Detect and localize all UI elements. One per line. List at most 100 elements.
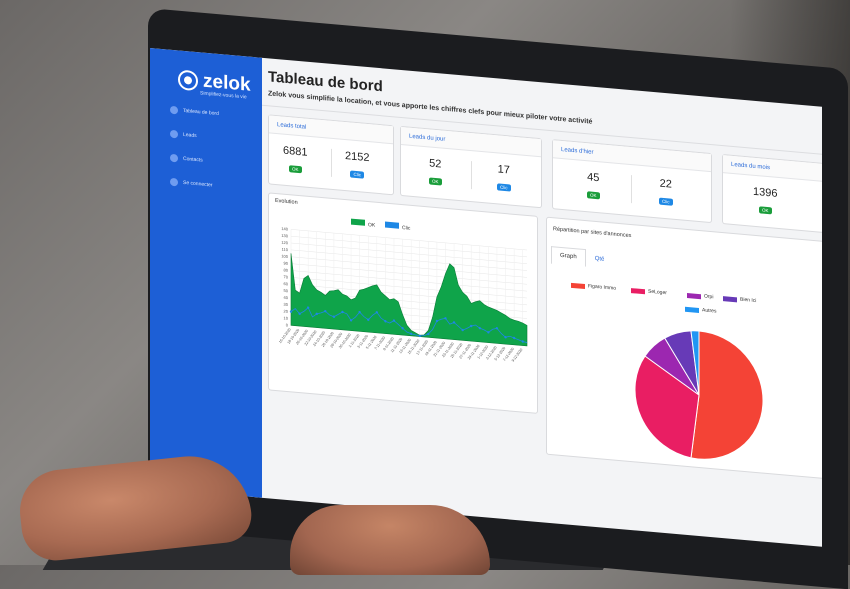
ok-badge: OK <box>758 206 772 215</box>
clic-series-points <box>289 306 524 343</box>
stat-value: 6881 <box>283 144 308 159</box>
stat-ok: 1396 OK <box>753 186 777 218</box>
stat-ok: 52 OK <box>429 157 442 188</box>
y-tick-label: 60 <box>284 281 289 286</box>
clic-point <box>461 328 464 332</box>
contacts-icon <box>170 153 178 163</box>
clic-point <box>427 332 430 336</box>
sidebar: zelok Simplifiez-vous la vie Tableau de … <box>150 48 262 498</box>
y-tick-label: 70 <box>284 274 289 279</box>
grid-line <box>291 242 527 264</box>
clic-point <box>452 321 456 324</box>
stat-card-leads-jour: Leads du jour 52 OK 17 Clic <box>400 125 542 209</box>
clic-point <box>435 319 439 323</box>
sidebar-item-label: Tableau de bord <box>183 107 219 118</box>
y-tick-label: 0 <box>286 322 289 327</box>
stat-clic: 22 Clic <box>659 178 673 209</box>
evolution-card: Evolution OK Clic 0 10 20 30 40 50 60 70 80 90 100… <box>268 192 538 414</box>
legend-ok-label: OK <box>368 222 376 229</box>
sidebar-item-leads[interactable]: Leads <box>170 129 197 140</box>
clic-point <box>306 306 310 309</box>
y-tick-label: 90 <box>284 260 289 265</box>
pie-slice[interactable] <box>690 330 764 464</box>
stat-value: 1396 <box>753 185 778 200</box>
leads-icon <box>170 129 178 139</box>
grid-line <box>291 270 527 292</box>
ok-badge: OK <box>288 165 302 174</box>
clic-point <box>401 327 404 330</box>
logo-icon <box>178 69 198 92</box>
card-title: Leads d'hier <box>553 140 711 173</box>
y-tick-label: 120 <box>281 240 288 246</box>
laptop-screen: zelok Simplifiez-vous la vie Tableau de … <box>150 48 822 547</box>
clic-point <box>418 334 421 338</box>
card-title: Leads total <box>269 115 393 145</box>
sidebar-item-label: Contacts <box>183 155 203 164</box>
sidebar-item-label: Leads <box>183 131 197 140</box>
grid-line <box>291 263 527 285</box>
clic-point <box>487 331 490 334</box>
pie-slice[interactable] <box>690 330 700 396</box>
clic-point <box>495 327 499 330</box>
clic-point <box>315 312 318 316</box>
clic-badge: Clic <box>350 170 364 179</box>
clic-point <box>298 312 301 315</box>
login-icon <box>170 177 178 187</box>
clic-point <box>367 318 370 321</box>
grid-line <box>291 229 527 251</box>
clic-point <box>478 326 482 330</box>
clic-point <box>470 324 473 328</box>
stat-value: 2152 <box>345 150 370 165</box>
y-tick-label: 30 <box>284 302 289 307</box>
clic-point <box>504 336 507 339</box>
main-content: Tableau de bord Zelok vous simplifie la … <box>262 58 822 547</box>
x-axis-ticks: 16-10-202018-10-202020-10-202022-10-2020… <box>278 327 524 362</box>
grid-line <box>291 283 527 306</box>
ok-series-area <box>290 253 528 347</box>
clic-point <box>444 317 447 320</box>
clic-point <box>384 320 387 323</box>
stat-separator <box>471 161 472 190</box>
ok-badge: OK <box>587 191 600 200</box>
clic-badge: Clic <box>497 183 511 192</box>
stat-clic: 2152 Clic <box>345 150 369 182</box>
stat-value: 22 <box>659 177 672 191</box>
clic-point <box>341 310 344 314</box>
y-tick-label: 130 <box>281 233 288 239</box>
repartition-card: Répartition par sites d'annonces Graph Q… <box>546 216 822 480</box>
evolution-chart: OK Clic 01020304050607080901001101201301… <box>278 218 528 363</box>
y-tick-label: 100 <box>281 253 288 259</box>
dashboard-icon <box>170 105 178 115</box>
card-title: Leads du jour <box>401 126 541 158</box>
clic-badge: Clic <box>659 197 673 206</box>
stat-ok: 6881 OK <box>283 145 307 177</box>
y-tick-label: 20 <box>284 308 289 313</box>
grid-line <box>291 277 527 299</box>
y-tick-label: 140 <box>281 226 288 232</box>
sidebar-item-dashboard[interactable]: Tableau de bord <box>170 105 219 118</box>
clic-point <box>324 309 327 313</box>
grid-line <box>291 256 527 278</box>
grid-line <box>291 235 527 258</box>
y-tick-label: 10 <box>284 315 289 320</box>
clic-point <box>358 310 361 314</box>
clic-point <box>332 315 336 318</box>
y-tick-label: 80 <box>284 267 289 272</box>
stat-value: 45 <box>587 171 600 185</box>
grid-line <box>291 249 527 271</box>
clic-point <box>375 311 379 314</box>
ok-badge: OK <box>429 177 442 186</box>
sidebar-item-label: Se connecter <box>183 179 213 189</box>
right-hand-photo <box>290 505 490 575</box>
sidebar-item-contacts[interactable]: Contacts <box>170 153 203 165</box>
stat-clic: 17 Clic <box>497 163 511 194</box>
legend-ok-swatch <box>351 218 365 226</box>
clic-point <box>409 332 413 335</box>
legend-clic-label: Clic <box>402 225 411 232</box>
sidebar-item-login[interactable]: Se connecter <box>170 177 213 190</box>
y-tick-label: 110 <box>282 247 289 253</box>
pie-slice[interactable] <box>634 355 700 459</box>
repartition-pie-chart <box>634 330 764 464</box>
legend-clic-swatch <box>385 221 399 229</box>
